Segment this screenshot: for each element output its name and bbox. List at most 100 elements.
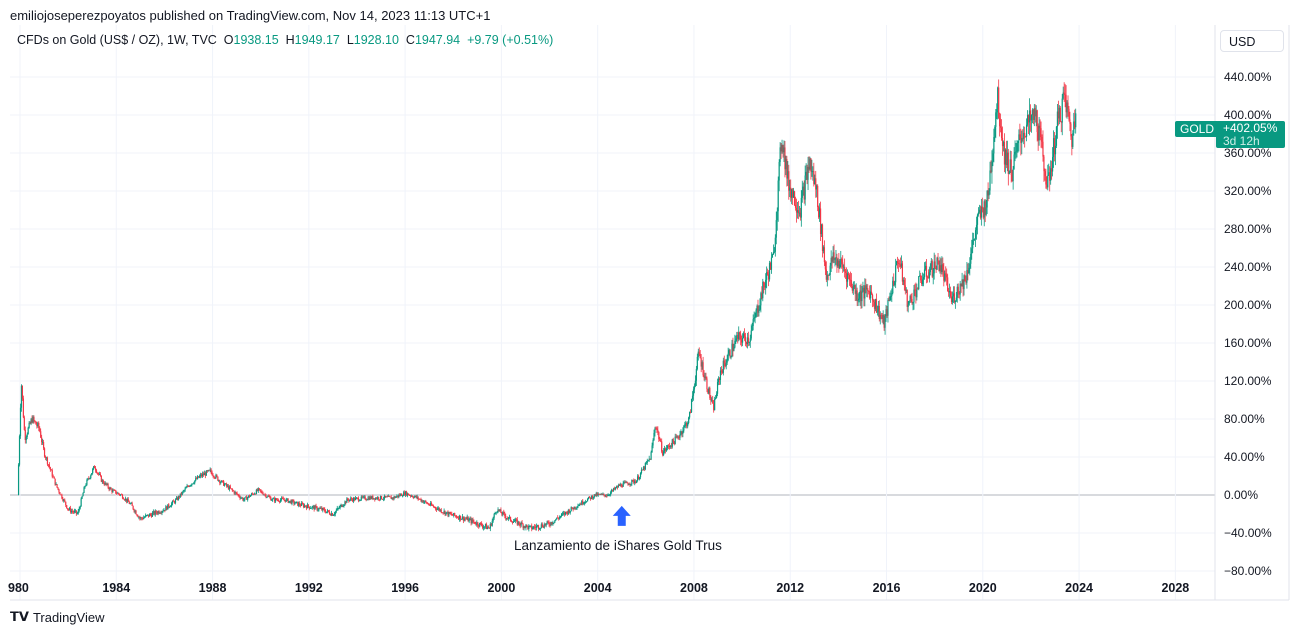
candle-body [239,496,241,499]
candle-body [275,498,277,502]
candle-body [158,511,160,514]
candle-body [869,291,871,299]
candle-body [820,224,823,235]
candle-body [268,495,270,497]
candle-body [830,257,832,266]
candle-body [430,503,433,506]
candle-body [223,480,225,486]
candle-body [1042,141,1044,157]
candle-body [17,464,20,495]
candle-body [934,261,936,269]
candle-body [816,185,818,190]
candle-body [83,487,85,493]
candle-body [434,506,437,509]
candle-body [177,496,179,500]
candle-body [382,498,385,500]
candle-body [1033,108,1035,120]
candle-body [867,288,869,292]
candle-body [227,485,230,490]
candle-body [911,298,913,304]
candle-body [352,499,354,502]
candle-body [651,445,653,453]
x-tick-label: 1992 [295,581,323,595]
candle-body [913,289,915,303]
candle-body [672,439,674,442]
candle-body [360,496,362,500]
candle-body [637,476,640,480]
candle-body [461,516,464,519]
candle-body [944,273,946,281]
candle-body [508,517,510,519]
candle-body [89,478,91,479]
annotation-text: Lanzamiento de iShares Gold Trus [514,538,722,553]
candle-body [714,399,716,411]
candle-body [536,525,539,527]
candle-body [287,498,289,503]
candle-body [900,263,903,267]
candle-body [565,511,567,513]
candle-body [592,497,594,499]
candle-body [256,489,258,491]
candle-body [76,513,78,515]
high-value: 1949.17 [294,33,340,47]
candle-body [658,432,660,440]
candle-body [931,261,933,277]
candle-body [637,476,639,481]
candle-body [264,494,266,496]
candle-body [570,507,572,511]
candle-body [267,495,269,497]
candle-body [988,190,990,196]
candle-body [387,495,389,497]
candle-body [94,468,97,471]
candle-body [199,474,202,477]
candle-body [54,478,56,485]
candle-body [230,488,232,490]
candle-body [511,521,514,523]
candle-body [45,457,48,459]
currency-button[interactable]: USD [1220,30,1284,52]
candle-body [481,523,483,526]
candle-body [1003,141,1006,165]
candle-body [838,260,840,269]
candle-body [233,491,235,494]
y-tick-label: 360.00% [1224,146,1272,160]
candle-body [606,495,608,497]
candle-body [406,493,409,496]
candle-body [26,434,28,438]
x-tick-label: 2028 [1161,581,1189,595]
candle-body [174,499,177,503]
candle-body [801,190,803,198]
candle-body [649,458,651,460]
candle-body [701,362,703,367]
candle-body [929,268,931,273]
candle-body [361,496,363,498]
high-label: H [285,33,295,47]
candle-body [56,484,58,488]
candle-body [666,445,669,449]
candle-body [120,494,122,496]
candle-body [162,511,164,512]
candle-body [523,526,525,528]
candle-body [159,512,161,514]
candle-body [284,499,286,502]
candle-body [545,523,547,526]
candle-body [724,363,726,367]
candle-body [763,281,765,286]
candle-body [241,497,243,499]
candle-body [108,487,110,490]
candle-body [1061,98,1063,123]
tradingview-logo[interactable]: 𝗧𝗩 TradingView [10,609,104,625]
candle-body [131,503,133,506]
candle-body [844,266,846,272]
candle-body [301,503,303,506]
candle-body [39,427,41,432]
candle-body [813,171,815,185]
candle-body [809,158,811,170]
candle-body [1047,175,1049,188]
candle-body [583,503,585,505]
candle-body [1074,121,1076,128]
candle-body [518,521,520,525]
candle-body [1007,152,1009,174]
candle-body [490,523,492,526]
